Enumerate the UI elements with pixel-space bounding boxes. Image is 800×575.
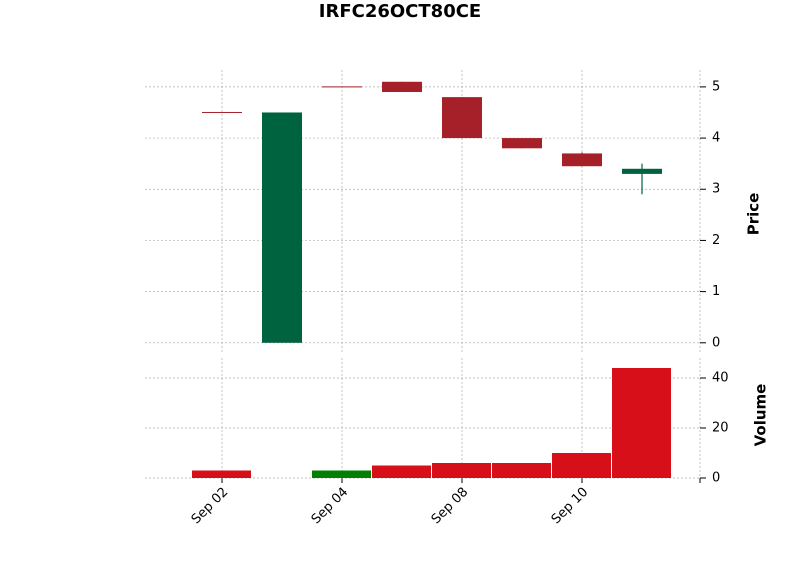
volume-bar [552, 453, 611, 478]
volume-bar [372, 465, 431, 478]
volume-bar [432, 463, 491, 478]
x-tick-label: Sep 02 [189, 485, 232, 528]
y-tick-label: 2 [712, 233, 720, 248]
candle-body [622, 168, 662, 174]
y-tick-label: 1 [712, 284, 720, 299]
volume-bar [192, 470, 251, 478]
volume-tick-label: 40 [712, 371, 729, 386]
x-tick-label: Sep 04 [309, 485, 352, 528]
candle-body [502, 138, 542, 149]
y-axis-label: Price [745, 193, 763, 236]
candle-body [382, 81, 422, 93]
candle-body [442, 97, 482, 139]
x-tick-label: Sep 08 [429, 485, 472, 528]
y-tick-label: 3 [712, 182, 720, 197]
volume-axis-label: Volume [752, 384, 770, 447]
candle-body [322, 86, 362, 88]
y-tick-label: 5 [712, 79, 720, 94]
y-tick-label: 0 [712, 335, 720, 350]
volume-bar [492, 463, 551, 478]
chart-title: IRFC26OCT80CE [319, 1, 481, 22]
candle-body [262, 112, 302, 343]
volume-tick-label: 0 [712, 471, 720, 486]
candle-body [202, 111, 242, 113]
candle-body [562, 153, 602, 167]
volume-bar [312, 470, 371, 478]
volume-bar [612, 368, 671, 478]
y-tick-label: 4 [712, 131, 720, 146]
volume-tick-label: 20 [712, 421, 729, 436]
x-tick-label: Sep 10 [549, 485, 592, 528]
